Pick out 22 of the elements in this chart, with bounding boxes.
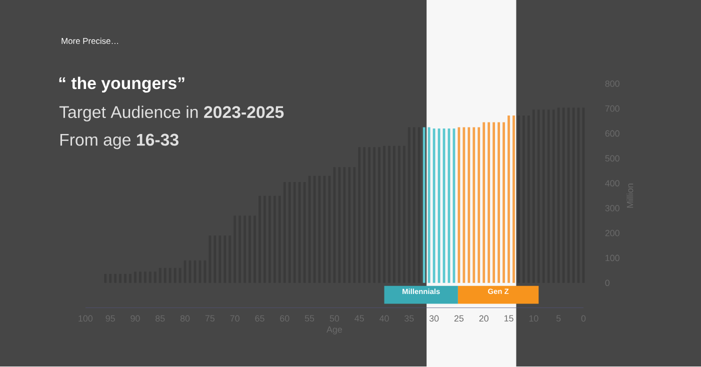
annotation: From age 16-33 — [60, 134, 178, 150]
bar — [428, 127, 430, 284]
x-tick-label: 15 — [504, 315, 514, 322]
bar — [508, 116, 510, 284]
bar — [462, 127, 466, 284]
bar — [518, 116, 520, 284]
bar — [498, 122, 500, 284]
bar — [482, 122, 486, 284]
bar — [492, 122, 496, 284]
bar — [502, 122, 505, 284]
x-tick-label: 25 — [454, 315, 464, 322]
x-tick-label: 20 — [479, 315, 488, 322]
bar — [488, 122, 490, 284]
text: Target Audience in 2023-2025 — [59, 106, 284, 122]
bar — [422, 127, 426, 284]
bar — [512, 116, 515, 284]
x-tick-label: 30 — [429, 315, 439, 322]
bar — [478, 127, 480, 284]
bar — [468, 127, 470, 284]
chart-title: “ the youngers” — [59, 76, 184, 93]
text: More Precise… — [62, 38, 118, 44]
bar — [472, 127, 476, 284]
